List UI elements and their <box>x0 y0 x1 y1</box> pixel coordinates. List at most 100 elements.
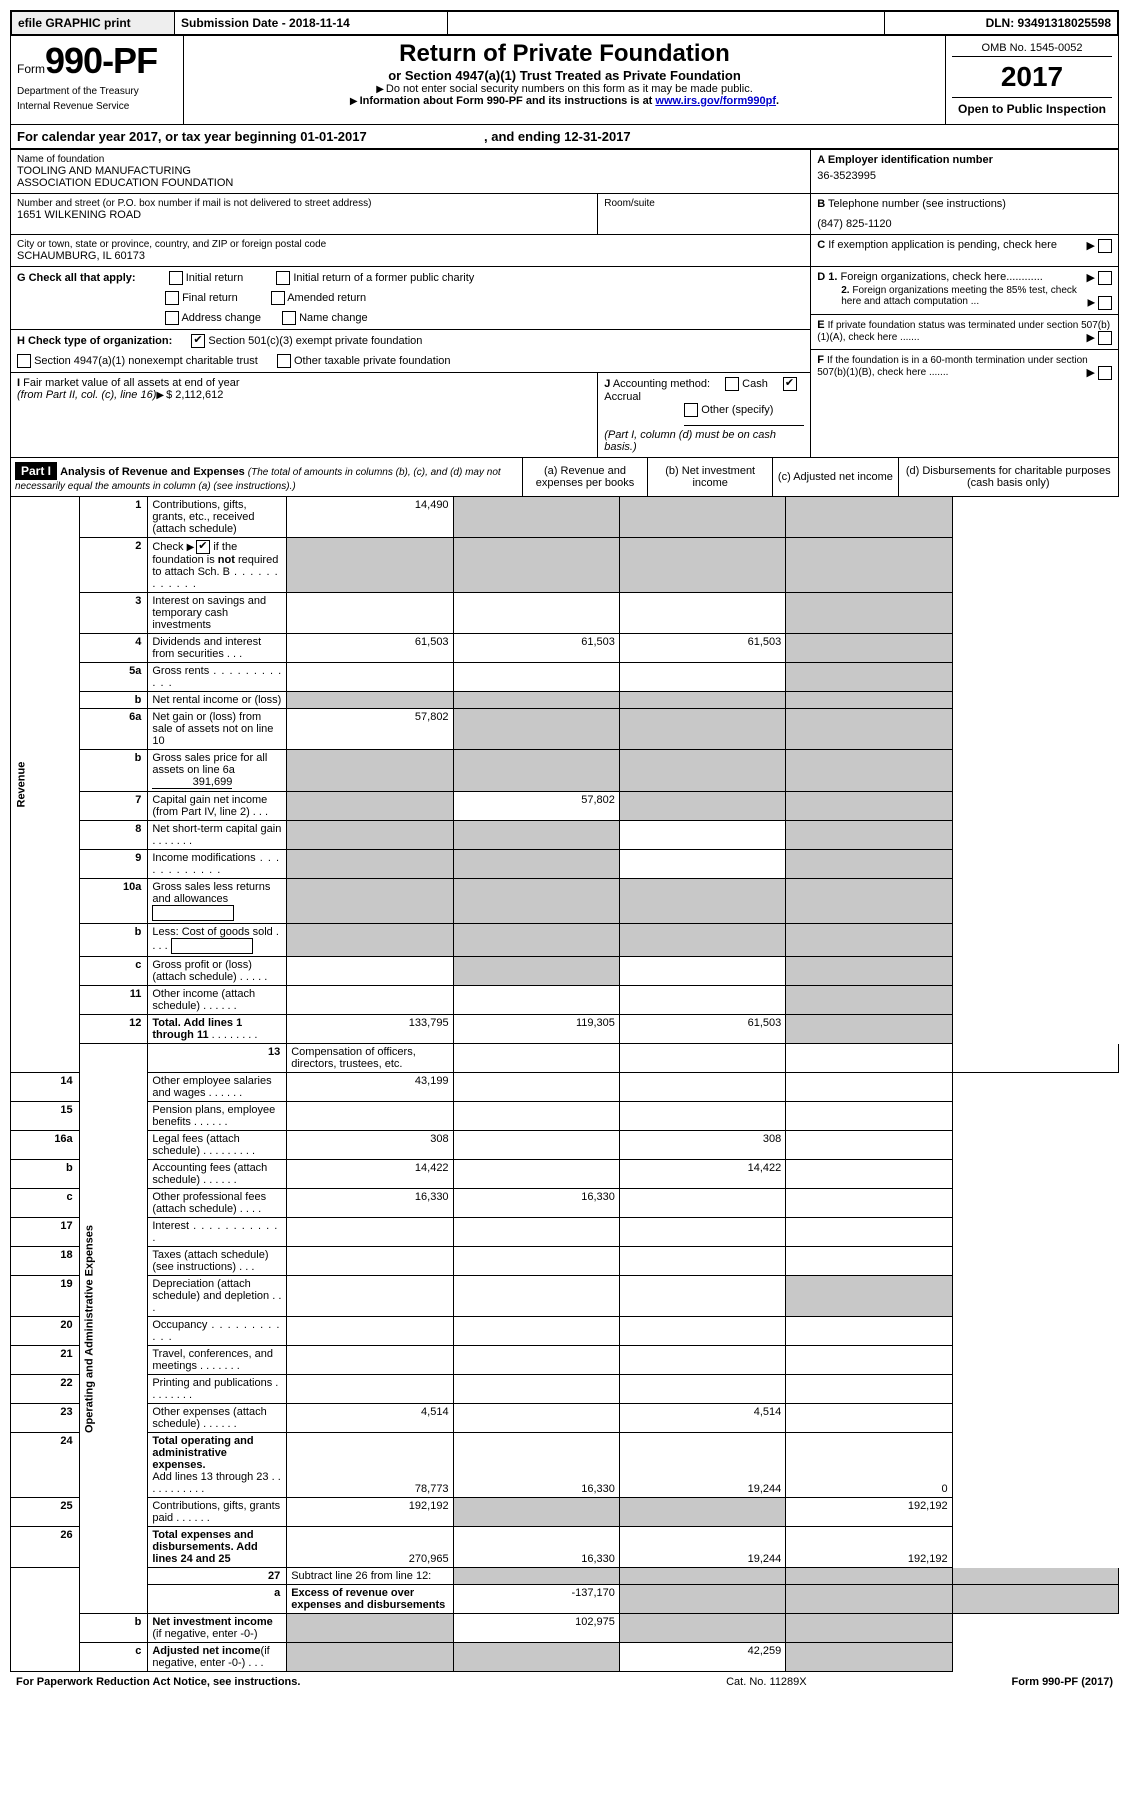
r20-d: Occupancy <box>148 1317 287 1346</box>
g-amended[interactable] <box>271 291 285 305</box>
room-label: Room/suite <box>604 198 804 209</box>
r3-d: Interest on savings and temporary cash i… <box>148 593 287 634</box>
g-opt5: Address change <box>181 312 261 324</box>
h-4947[interactable] <box>17 354 31 368</box>
r14-n: 14 <box>11 1073 80 1102</box>
g-label: G Check all that apply: <box>17 272 136 284</box>
note-ssn: Do not enter social security numbers on … <box>386 83 753 95</box>
form-title: Return of Private Foundation <box>190 40 939 68</box>
r16a-n: 16a <box>11 1131 80 1160</box>
r16a-c: 308 <box>619 1131 785 1160</box>
foundation-name-2: ASSOCIATION EDUCATION FOUNDATION <box>17 177 804 189</box>
r24-c: 19,244 <box>619 1433 785 1498</box>
r16a-a: 308 <box>287 1131 453 1160</box>
r16a-d: Legal fees (attach schedule) . . . . . .… <box>148 1131 287 1160</box>
col-c-hdr: (c) Adjusted net income <box>773 458 898 497</box>
r24-dd: 0 <box>786 1433 952 1498</box>
r16b-a: 14,422 <box>287 1160 453 1189</box>
fmv-amount: $ 2,112,612 <box>166 389 223 401</box>
r16c-b: 16,330 <box>453 1189 619 1218</box>
i-label: Fair market value of all assets at end o… <box>23 377 239 389</box>
r7-n: 7 <box>79 792 148 821</box>
c-checkbox[interactable] <box>1098 239 1112 253</box>
g-opt4: Amended return <box>287 292 366 304</box>
r25-dd: 192,192 <box>786 1498 952 1527</box>
h-opt2: Section 4947(a)(1) nonexempt charitable … <box>34 355 258 367</box>
g-address[interactable] <box>165 311 179 325</box>
r25-d: Contributions, gifts, grants paid . . . … <box>148 1498 287 1527</box>
r4-b: 61,503 <box>453 634 619 663</box>
r4-n: 4 <box>79 634 148 663</box>
r5a-d: Gross rents <box>148 663 287 692</box>
j-cash[interactable] <box>725 377 739 391</box>
open-public: Open to Public Inspection <box>952 98 1112 120</box>
r2-checkbox[interactable] <box>196 540 210 554</box>
r18-n: 18 <box>11 1247 80 1276</box>
g-final[interactable] <box>165 291 179 305</box>
g-initial[interactable] <box>169 271 183 285</box>
r24-b: 16,330 <box>453 1433 619 1498</box>
form-number: 990-PF <box>45 40 157 81</box>
r13-n: 13 <box>148 1044 287 1073</box>
footer-left: For Paperwork Reduction Act Notice, see … <box>10 1672 664 1692</box>
r14-d: Other employee salaries and wages . . . … <box>148 1073 287 1102</box>
r6a-a: 57,802 <box>287 709 453 750</box>
r27a-a: -137,170 <box>453 1585 619 1614</box>
r23-a: 4,514 <box>287 1404 453 1433</box>
r26-b: 16,330 <box>453 1527 619 1568</box>
i-label2: (from Part II, col. (c), line 16) <box>17 389 156 401</box>
irs-link[interactable]: www.irs.gov/form990pf <box>655 95 776 107</box>
part1-hdr: Part I <box>15 462 57 480</box>
f-checkbox[interactable] <box>1098 366 1112 380</box>
form-word: Form <box>17 62 45 76</box>
j-other[interactable] <box>684 403 698 417</box>
r17-d: Interest <box>148 1218 287 1247</box>
g-opt2: Initial return of a former public charit… <box>293 272 474 284</box>
f-b: F <box>817 354 824 366</box>
r24-n: 24 <box>11 1433 80 1498</box>
r8-n: 8 <box>79 821 148 850</box>
r5a-n: 5a <box>79 663 148 692</box>
r6b-d: Gross sales price for all assets on line… <box>148 750 287 792</box>
r14-a: 43,199 <box>287 1073 453 1102</box>
r22-d: Printing and publications . . . . . . . … <box>148 1375 287 1404</box>
col-d-hdr: (d) Disbursements for charitable purpose… <box>898 458 1119 497</box>
ein: 36-3523995 <box>817 170 1112 182</box>
r15-d: Pension plans, employee benefits . . . .… <box>148 1102 287 1131</box>
e-checkbox[interactable] <box>1098 331 1112 345</box>
h-other-tax[interactable] <box>277 354 291 368</box>
col-a-hdr: (a) Revenue and expenses per books <box>522 458 647 497</box>
r10a-n: 10a <box>79 879 148 924</box>
r2-n: 2 <box>79 538 148 593</box>
r19-d: Depreciation (attach schedule) and deple… <box>148 1276 287 1317</box>
spacer <box>448 12 885 35</box>
r2-d: Check if the foundation is not required … <box>148 538 287 593</box>
r16b-n: b <box>11 1160 80 1189</box>
d2-checkbox[interactable] <box>1098 296 1112 310</box>
g-opt1: Initial return <box>186 272 243 284</box>
tel-label: Telephone number (see instructions) <box>828 198 1006 210</box>
j-b: J <box>604 378 610 390</box>
r26-n: 26 <box>11 1527 80 1568</box>
r27-n: 27 <box>148 1568 287 1585</box>
r6a-d: Net gain or (loss) from sale of assets n… <box>148 709 287 750</box>
r27c-d: Adjusted net income(if negative, enter -… <box>148 1643 287 1672</box>
efile-btn[interactable]: efile GRAPHIC print <box>12 12 175 35</box>
g-name[interactable] <box>282 311 296 325</box>
g-initial-former[interactable] <box>276 271 290 285</box>
h-501c3[interactable] <box>191 334 205 348</box>
r27b-d: Net investment income (if negative, ente… <box>148 1614 287 1643</box>
r21-n: 21 <box>11 1346 80 1375</box>
r20-n: 20 <box>11 1317 80 1346</box>
r16c-a: 16,330 <box>287 1189 453 1218</box>
j-accrual[interactable] <box>783 377 797 391</box>
r4-a: 61,503 <box>287 634 453 663</box>
d1-checkbox[interactable] <box>1098 271 1112 285</box>
telephone: (847) 825-1120 <box>817 218 1112 230</box>
r22-n: 22 <box>11 1375 80 1404</box>
h-opt3: Other taxable private foundation <box>294 355 451 367</box>
g-opt3: Final return <box>182 292 238 304</box>
e-label: If private foundation status was termina… <box>817 320 1110 343</box>
j-opt1: Cash <box>742 378 768 390</box>
j-note: (Part I, column (d) must be on cash basi… <box>604 429 776 453</box>
